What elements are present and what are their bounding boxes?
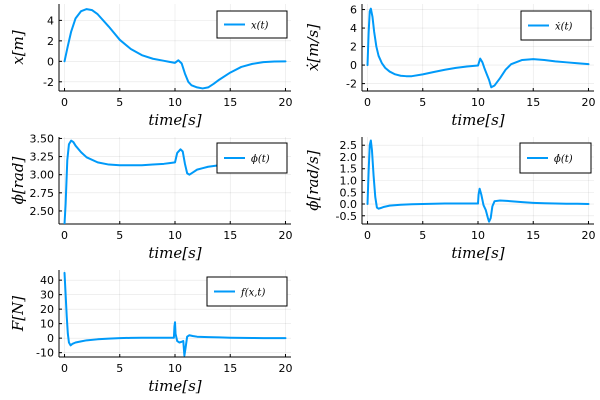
- x-tick-label: 20: [278, 362, 292, 375]
- y-tick-label: -10: [36, 347, 54, 360]
- legend: ϕ̇(t): [519, 142, 592, 174]
- x-tick-label: 0: [61, 96, 68, 109]
- x-axis-label: time[s]: [148, 377, 201, 395]
- x-tick-label: 20: [278, 229, 292, 242]
- y-tick-label: 0.5: [340, 186, 358, 199]
- y-tick-label: 4: [47, 14, 54, 27]
- legend: ẋ(t): [520, 10, 592, 41]
- y-tick-label: 0: [350, 59, 357, 72]
- x-axis-label: time[s]: [451, 244, 504, 262]
- x-tick-label: 0: [364, 96, 371, 109]
- x-tick-label: 15: [526, 96, 540, 109]
- y-tick-label: 6: [350, 4, 357, 17]
- series-line-phidot: [366, 139, 590, 223]
- x-tick-label: 10: [168, 362, 182, 375]
- x-axis-label: time[s]: [148, 111, 201, 129]
- y-axis-label: ẋ[m/s]: [304, 24, 322, 71]
- x-tick-label: 0: [61, 362, 68, 375]
- x-tick-label: 5: [419, 96, 426, 109]
- x-axis-label: time[s]: [148, 244, 201, 262]
- subplot-xdot: 0 5 10 15 20 -2 0 2 4 6 time[s] ẋ[m/s] ẋ(t): [304, 4, 595, 129]
- y-tick-label: -2: [43, 76, 54, 89]
- series-line-x: [63, 8, 287, 90]
- y-axis-label: ϕ[rad]: [9, 157, 27, 205]
- y-axis-label: x[m]: [9, 30, 27, 65]
- y-tick-label: 3.25: [30, 151, 55, 164]
- legend-label: x(t): [251, 21, 269, 32]
- series-line-force: [63, 271, 287, 357]
- y-tick-label: 2: [47, 35, 54, 48]
- y-axis-label: F[N]: [9, 296, 27, 332]
- y-tick-label: 3.00: [30, 169, 55, 182]
- x-tick-label: 0: [364, 229, 371, 242]
- y-tick-label: 0: [47, 55, 54, 68]
- x-tick-label: 10: [168, 229, 182, 242]
- legend: ϕ(t): [216, 142, 288, 174]
- legend-label: ẋ(t): [555, 22, 573, 33]
- x-tick-label: 5: [116, 96, 123, 109]
- subplot-phi: 0 5 10 15 20 2.50 2.75 3.00 3.25 3.50 time[s] ϕ[rad…: [9, 132, 292, 262]
- y-tick-label: 2.50: [30, 205, 55, 218]
- y-tick-label: 2.0: [340, 151, 358, 164]
- x-axis-label: time[s]: [451, 111, 504, 129]
- y-tick-label: 30: [40, 289, 54, 302]
- x-tick-label: 15: [526, 229, 540, 242]
- y-axis-label: ϕ̇[rad/s]: [304, 150, 322, 211]
- y-tick-label: 1.5: [340, 163, 358, 176]
- y-tick-label: -0.5: [336, 210, 357, 223]
- x-tick-label: 5: [116, 229, 123, 242]
- legend: f(x,t): [206, 276, 288, 307]
- y-tick-label: 0.0: [340, 198, 358, 211]
- subplot-x: 0 5 10 15 20 -2 0 2 4 time[s] x[m] x(t): [9, 4, 292, 129]
- y-tick-label: 0: [47, 332, 54, 345]
- y-tick-label: 2.75: [30, 187, 55, 200]
- legend: x(t): [216, 10, 288, 39]
- legend-label: ϕ̇(t): [554, 154, 573, 165]
- x-tick-label: 10: [471, 96, 485, 109]
- x-tick-label: 15: [223, 229, 237, 242]
- legend-label: ϕ(t): [251, 154, 270, 165]
- y-tick-label: 2.5: [340, 139, 358, 152]
- x-tick-label: 5: [116, 362, 123, 375]
- subplot-phidot: 0 5 10 15 20 -0.50.00.51.01.52.02.5 time[s] ϕ̇[…: [304, 137, 595, 262]
- series-line-xdot: [366, 7, 590, 89]
- x-tick-label: 10: [168, 96, 182, 109]
- x-tick-label: 15: [223, 96, 237, 109]
- y-tick-label: 3.50: [30, 132, 55, 145]
- x-tick-label: 20: [278, 96, 292, 109]
- x-tick-label: 0: [61, 229, 68, 242]
- y-tick-label: 40: [40, 274, 54, 287]
- x-tick-label: 5: [419, 229, 426, 242]
- x-tick-label: 20: [581, 96, 595, 109]
- y-tick-label: 1.0: [340, 175, 358, 188]
- x-tick-label: 10: [471, 229, 485, 242]
- y-tick-label: 10: [40, 318, 54, 331]
- y-tick-label: -2: [346, 78, 357, 91]
- legend-label: f(x,t): [240, 288, 265, 299]
- y-tick-label: 4: [350, 22, 357, 35]
- x-tick-label: 15: [223, 362, 237, 375]
- y-tick-label: 20: [40, 303, 54, 316]
- y-tick-label: 2: [350, 41, 357, 54]
- x-tick-label: 20: [581, 229, 595, 242]
